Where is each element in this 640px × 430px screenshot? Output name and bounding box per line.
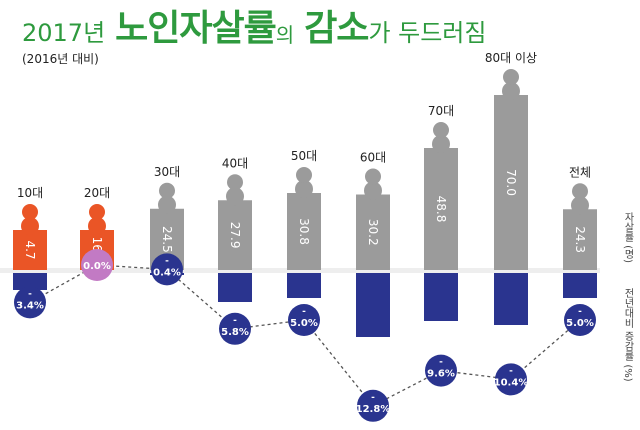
change-bar — [356, 273, 390, 337]
category-label: 80대 이상 — [485, 51, 537, 65]
category-label: 40대 — [222, 156, 248, 170]
category-label: 전체 — [569, 165, 591, 179]
minus-sign: - — [509, 366, 513, 376]
change-value-label: 3.4% — [16, 300, 44, 311]
change-bar — [13, 273, 47, 290]
change-marker — [564, 304, 596, 336]
person-head-icon — [296, 167, 312, 183]
change-marker — [425, 354, 457, 387]
rate-bar — [494, 95, 528, 270]
person-shoulder — [432, 135, 450, 153]
category-label: 60대 — [360, 151, 386, 165]
rate-value-label: 30.8 — [297, 218, 311, 245]
category-label: 70대 — [428, 104, 454, 118]
person-shoulder — [295, 180, 313, 198]
person-head-icon — [22, 204, 38, 220]
minus-sign: - — [302, 307, 306, 317]
rate-bar — [218, 200, 252, 270]
minus-sign: - — [233, 316, 237, 326]
person-head-icon — [365, 168, 381, 185]
change-value-label: 12.8% — [356, 404, 391, 415]
chart-title: 2017년 노인자살률 의 감소 가 두드러짐 — [22, 10, 486, 48]
rate-value-label: 4.7 — [23, 240, 37, 259]
rate-value-label: 30.2 — [366, 219, 380, 246]
minus-sign: - — [578, 307, 582, 317]
change-value-label: 5.0% — [566, 318, 594, 329]
change-value-label: 0.4% — [153, 267, 181, 278]
person-head-icon — [503, 69, 519, 85]
category-label: 20대 — [84, 186, 110, 200]
change-bar — [218, 273, 252, 302]
title-main: 노인자살률 — [115, 8, 277, 49]
change-marker — [219, 312, 251, 345]
person-shoulder — [364, 181, 382, 200]
rate-value-label: 24.3 — [573, 226, 587, 253]
minus-sign: - — [371, 393, 375, 403]
chart-subtitle: (2016년 대비) — [22, 52, 99, 66]
rate-value-label: 48.8 — [434, 196, 448, 223]
change-value-label: 5.8% — [221, 327, 249, 338]
category-label: 10대 — [17, 186, 43, 200]
person-shoulder — [571, 196, 589, 215]
person-head-icon — [227, 174, 243, 191]
baseline — [0, 268, 600, 273]
title-rest: 가 두드러짐 — [368, 19, 487, 47]
title-key: 감소 — [304, 8, 369, 49]
change-value-label: 5.0% — [290, 318, 318, 329]
person-shoulder — [88, 217, 106, 235]
person-shoulder — [226, 187, 244, 206]
rate-value-label: 70.0 — [504, 169, 518, 196]
rate-bar — [563, 209, 597, 270]
change-axis-label: 전년대비 증감률 (%) — [622, 288, 633, 382]
person-shoulder — [21, 217, 39, 235]
title-particle: 의 — [275, 23, 295, 47]
person-head-icon — [89, 204, 105, 220]
rate-bar — [287, 193, 321, 270]
category-label: 30대 — [154, 165, 180, 179]
change-bar — [563, 273, 597, 298]
change-bar — [287, 273, 321, 298]
person-shoulder — [158, 195, 176, 214]
rate-bar — [356, 194, 390, 270]
change-value-label: 10.4% — [494, 377, 529, 388]
change-value-label: 9.6% — [427, 369, 455, 380]
rate-axis-label: 자살률 (명) — [622, 212, 633, 263]
minus-sign: - — [165, 256, 169, 266]
title-year: 2017년 — [22, 19, 106, 47]
change-bar — [494, 273, 528, 325]
change-marker — [81, 249, 113, 281]
person-shoulder — [502, 82, 520, 100]
change-value-label: 0.0% — [83, 261, 111, 272]
rate-value-label: 27.9 — [228, 222, 242, 249]
rate-bar — [424, 148, 458, 270]
change-marker — [357, 389, 389, 422]
rate-value-label: 24.5 — [160, 226, 174, 253]
change-bar — [424, 273, 458, 321]
change-marker — [288, 304, 320, 336]
person-head-icon — [159, 182, 175, 199]
minus-sign: - — [28, 289, 32, 299]
minus-sign: - — [439, 358, 443, 368]
change-marker — [151, 253, 183, 286]
person-head-icon — [433, 122, 449, 138]
category-label: 50대 — [291, 149, 317, 163]
change-marker — [14, 286, 46, 319]
change-marker — [495, 363, 527, 396]
rate-bar — [13, 230, 47, 270]
person-head-icon — [572, 183, 588, 200]
